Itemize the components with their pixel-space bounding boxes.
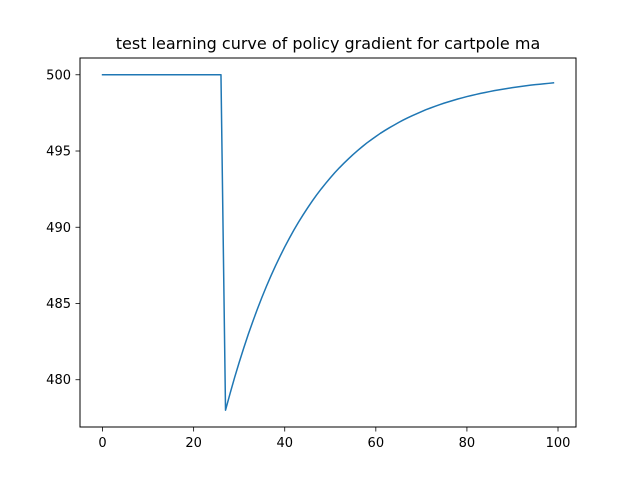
plot-area	[101, 74, 555, 411]
x-tick-label: 20	[185, 436, 202, 451]
y-tick-label: 500	[46, 68, 71, 83]
x-tick-label: 100	[546, 436, 571, 451]
x-tick-label: 80	[459, 436, 476, 451]
y-tick-label: 490	[46, 221, 71, 236]
axes: 0 20 40 60 80 100 480 485 490 495 500	[46, 68, 570, 451]
x-tick-label: 0	[98, 436, 106, 451]
x-tick-label: 40	[276, 436, 293, 451]
series-line	[101, 74, 555, 411]
y-tick-label: 485	[46, 297, 71, 312]
y-tick-label: 495	[46, 145, 71, 160]
chart-title: test learning curve of policy gradient f…	[116, 34, 541, 53]
x-tick-label: 60	[368, 436, 385, 451]
y-tick-label: 480	[46, 373, 71, 388]
axes-frame	[79, 57, 577, 428]
